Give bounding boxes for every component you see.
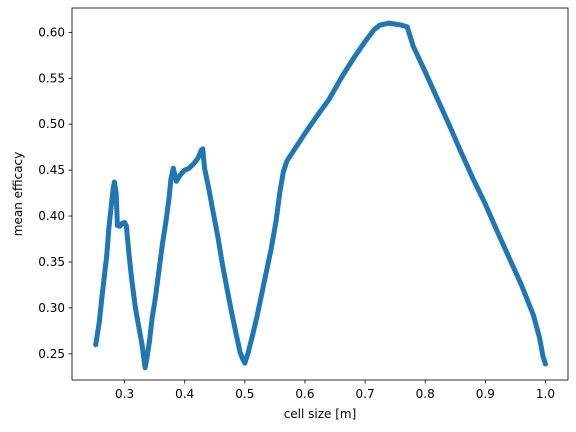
y-tick-label: 0.60 <box>38 25 65 39</box>
x-tick-label: 0.6 <box>295 387 314 401</box>
x-tick-label: 0.3 <box>115 387 134 401</box>
plot-area-frame <box>71 7 569 381</box>
y-tick-label: 0.35 <box>38 255 65 269</box>
x-tick-label: 1.0 <box>536 387 555 401</box>
x-tick-label: 0.9 <box>476 387 495 401</box>
x-tick-label: 0.4 <box>175 387 194 401</box>
x-tick-label: 0.7 <box>356 387 375 401</box>
y-tick-label: 0.40 <box>38 209 65 223</box>
y-axis: 0.25 0.30 0.35 0.40 0.45 0.50 0.55 0.60 <box>38 25 72 361</box>
data-points <box>93 20 549 371</box>
x-tick-label: 0.5 <box>235 387 254 401</box>
y-tick-label: 0.55 <box>38 71 65 85</box>
y-tick-label: 0.45 <box>38 163 65 177</box>
x-axis: 0.3 0.4 0.5 0.6 0.7 0.8 0.9 1.0 <box>115 380 555 401</box>
data-point <box>542 361 549 367</box>
y-tick-label: 0.50 <box>38 117 65 131</box>
x-axis-label: cell size [m] <box>284 407 357 421</box>
y-tick-label: 0.30 <box>38 301 65 315</box>
y-axis-label: mean efficacy <box>11 152 25 236</box>
y-tick-label: 0.25 <box>38 347 65 361</box>
x-tick-label: 0.8 <box>416 387 435 401</box>
